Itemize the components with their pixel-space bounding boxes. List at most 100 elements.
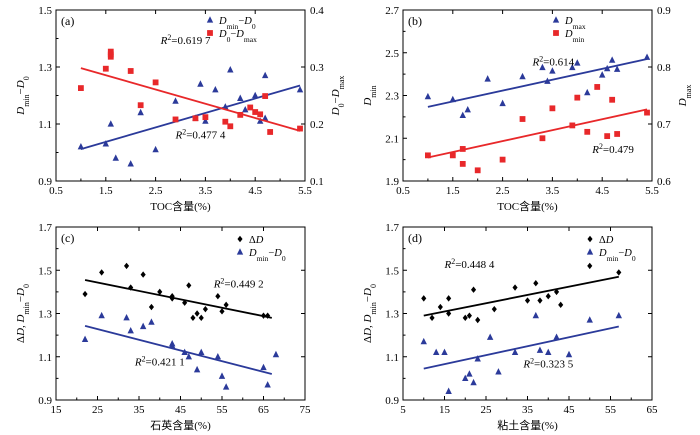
data-point xyxy=(102,140,109,147)
fit-line xyxy=(423,275,619,317)
data-point xyxy=(459,146,466,152)
data-point xyxy=(613,65,621,72)
data-point xyxy=(169,295,175,302)
data-point xyxy=(222,103,229,110)
data-point xyxy=(459,161,466,167)
data-point xyxy=(172,97,179,104)
data-point xyxy=(202,117,209,124)
label-symbol: D xyxy=(15,314,27,323)
y-axis-label: ΔD, Dmin−D0 xyxy=(362,284,378,343)
data-point xyxy=(127,327,134,334)
x-tick-label: 45 xyxy=(175,404,187,416)
panel-label: (a) xyxy=(61,14,74,28)
panel-b: 0.5 1.5 2.5 3.5 4.5 5.5 1.9 2.1 2.3 2.5 2.7 0.6 0.7 0… xyxy=(362,5,693,213)
y-tick-label: 1.3 xyxy=(38,309,52,321)
label-text: =0.449 2 xyxy=(224,279,263,291)
data-point xyxy=(545,348,552,356)
data-point xyxy=(169,339,176,347)
fit-line xyxy=(80,67,301,132)
label-symbol: D xyxy=(564,16,573,27)
fit-line xyxy=(427,58,648,108)
data-point xyxy=(569,63,576,71)
r-squared-label: R2=0.619 7 xyxy=(160,33,211,48)
legend-marker xyxy=(586,248,594,255)
y2-tick-label: 0.9 xyxy=(657,5,671,17)
data-point xyxy=(148,318,155,325)
x-tick-label: 2.5 xyxy=(496,185,510,197)
legend-marker xyxy=(237,235,243,243)
x-tick-label: 55 xyxy=(217,404,229,416)
legend-label: Dmin−D0 xyxy=(598,248,636,263)
data-point xyxy=(574,94,581,101)
data-point xyxy=(558,301,564,309)
label-superscript: 2 xyxy=(220,276,224,285)
r-squared-label: R2=0.479 xyxy=(591,142,634,157)
r-squared-label: R2=0.477 4 xyxy=(175,127,226,142)
data-point xyxy=(182,299,188,306)
data-point xyxy=(449,152,456,159)
label-symbol: D xyxy=(255,235,264,246)
y-axis-label: ΔD, Dmin−D0 xyxy=(15,284,31,343)
data-point xyxy=(123,314,130,321)
data-point xyxy=(223,301,229,309)
data-point xyxy=(446,295,452,302)
data-point xyxy=(247,104,254,111)
data-point xyxy=(152,145,159,153)
data-point xyxy=(462,314,468,322)
x-tick-label: 1.5 xyxy=(446,185,460,197)
data-point xyxy=(197,80,204,87)
data-point xyxy=(262,93,269,99)
y-axis-label: Dmin xyxy=(362,85,378,106)
label-subscript: min xyxy=(22,302,31,314)
label-subscript: max xyxy=(337,76,346,90)
data-point xyxy=(524,297,531,304)
legend-marker xyxy=(552,16,560,23)
panel-label: (d) xyxy=(408,231,422,245)
legend-label: ΔD xyxy=(249,235,264,246)
label-text: , xyxy=(15,322,27,328)
data-point xyxy=(615,311,622,319)
r-squared-label: R2=0.449 2 xyxy=(213,276,264,291)
data-point xyxy=(227,66,234,73)
data-point xyxy=(437,303,443,311)
panel-a: 0.5 1.5 2.5 3.5 4.5 5.5 0.9 1.1 1.3 1.5 0.1 0.2 0.3 0… xyxy=(15,5,346,213)
label-symbol: D xyxy=(605,235,614,246)
y-tick-label: 1.5 xyxy=(385,265,399,277)
label-subscript: max xyxy=(244,35,257,44)
data-point xyxy=(127,160,134,167)
label-symbol: R xyxy=(175,129,183,141)
label-symbol: D xyxy=(15,328,27,337)
y2-axis-label: D0−Dmax xyxy=(330,76,346,117)
data-point xyxy=(123,262,130,270)
data-point xyxy=(82,290,88,298)
y-tick-label: 1.3 xyxy=(38,62,52,74)
data-point xyxy=(260,312,267,319)
data-point xyxy=(261,71,269,79)
data-point xyxy=(421,295,427,302)
y-tick-label: 0.9 xyxy=(385,395,399,407)
label-subscript: 0 xyxy=(227,35,231,44)
y-tick-label: 1.5 xyxy=(38,265,52,277)
x-tick-label: 1.5 xyxy=(99,185,113,197)
label-text: − xyxy=(618,248,624,259)
label-symbol: D xyxy=(218,29,227,40)
fit-line xyxy=(84,279,272,319)
data-point xyxy=(257,111,264,118)
data-point xyxy=(584,128,591,135)
data-point xyxy=(491,305,497,313)
data-point xyxy=(181,348,188,356)
data-point xyxy=(140,271,146,278)
label-symbol: R xyxy=(213,279,221,291)
data-point xyxy=(112,154,119,161)
label-symbol: D xyxy=(362,314,374,323)
x-tick-label: 75 xyxy=(300,404,312,416)
r-squared-label: R2=0.448 4 xyxy=(444,257,495,272)
legend-label: Dmin−D0 xyxy=(218,16,256,31)
label-subscript: 0 xyxy=(282,254,286,263)
data-point xyxy=(194,310,200,317)
y2-tick-label: 0.7 xyxy=(657,119,671,131)
label-symbol: D xyxy=(243,16,252,27)
label-text: =0.421 1 xyxy=(146,356,185,368)
label-text: − xyxy=(330,97,342,103)
y-tick-label: 1.9 xyxy=(385,176,399,188)
